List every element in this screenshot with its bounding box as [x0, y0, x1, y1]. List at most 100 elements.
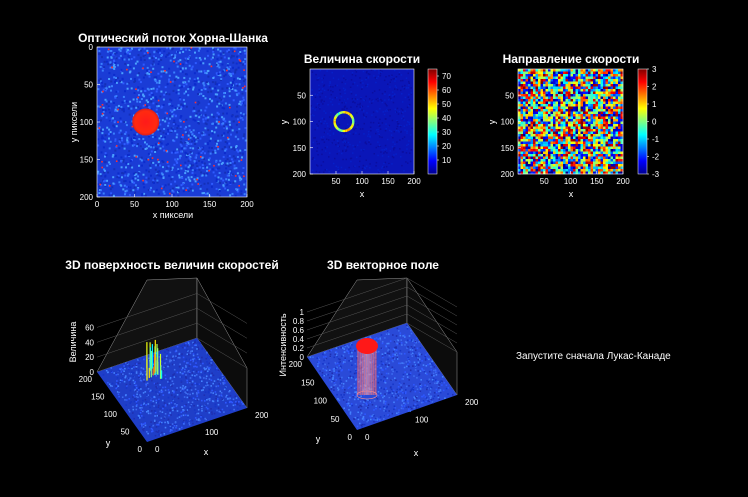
noise-cell: [535, 119, 539, 122]
noise-speck: [196, 393, 198, 395]
noise-cell: [605, 149, 609, 152]
noise-speck: [156, 414, 159, 417]
x-tick-label: 50: [540, 177, 549, 186]
noise-cell: [565, 96, 569, 100]
noise-cell: [540, 154, 544, 157]
noise-speck: [104, 134, 107, 137]
noise-speck: [128, 368, 130, 371]
noise-speck: [345, 149, 348, 151]
noise-cell: [525, 86, 529, 90]
noise-cell: [545, 99, 549, 102]
noise-speck: [356, 105, 358, 108]
noise-cell: [565, 84, 569, 87]
noise-speck: [331, 142, 333, 144]
noise-cell: [555, 119, 559, 122]
noise-speck: [143, 59, 146, 61]
noise-speck: [203, 386, 205, 389]
noise-speck: [164, 136, 166, 139]
noise-cell: [585, 116, 589, 120]
noise-cell: [608, 91, 611, 95]
noise-cell: [568, 169, 571, 172]
noise-cell: [595, 94, 599, 97]
noise-speck: [170, 131, 173, 133]
noise-speck: [146, 411, 148, 413]
x-tick-label: 150: [381, 177, 395, 186]
noise-speck: [315, 73, 317, 76]
noise-cell: [533, 99, 536, 102]
noise-speck: [182, 388, 185, 391]
noise-speck: [146, 72, 149, 75]
noise-speck: [235, 68, 238, 71]
noise-cell: [545, 91, 549, 95]
noise-cell: [588, 156, 591, 160]
noise-speck: [133, 92, 136, 94]
noise-speck: [198, 88, 201, 91]
noise-cell: [523, 91, 526, 95]
noise-cell: [565, 111, 569, 115]
noise-speck: [311, 158, 314, 160]
noise-cell: [535, 144, 539, 147]
noise-speck: [365, 159, 367, 161]
noise-cell: [563, 144, 566, 147]
noise-speck: [178, 51, 181, 54]
noise-speck: [228, 129, 231, 132]
noise-cell: [553, 109, 556, 112]
noise-speck: [173, 376, 176, 378]
noise-speck: [122, 107, 125, 110]
noise-speck: [156, 147, 159, 150]
noise-cell: [618, 76, 621, 80]
noise-speck: [123, 143, 126, 146]
noise-speck: [199, 375, 201, 378]
noise-speck: [205, 377, 207, 380]
noise-speck: [379, 170, 381, 173]
noise-cell: [605, 84, 609, 87]
noise-speck: [124, 192, 127, 194]
noise-speck: [383, 79, 386, 82]
noise-cell: [600, 131, 604, 135]
noise-cell: [578, 71, 581, 75]
noise-speck: [114, 52, 117, 55]
noise-speck: [234, 175, 237, 177]
noise-speck: [241, 115, 244, 118]
noise-speck: [100, 174, 103, 177]
noise-cell: [583, 134, 586, 137]
noise-speck: [375, 81, 377, 84]
noise-cell: [570, 169, 574, 172]
noise-cell: [525, 166, 529, 170]
y-axis-label: y пиксели: [69, 102, 79, 142]
noise-speck: [371, 92, 374, 94]
noise-cell: [575, 84, 579, 87]
noise-speck: [208, 133, 211, 136]
noise-cell: [593, 151, 596, 155]
noise-speck: [203, 114, 205, 117]
noise-speck: [221, 134, 224, 137]
noise-speck: [215, 126, 218, 129]
noise-speck: [225, 181, 228, 184]
noise-cell: [613, 146, 616, 150]
noise-speck: [165, 358, 168, 360]
noise-speck: [185, 73, 188, 76]
noise-speck: [229, 390, 231, 392]
noise-speck: [157, 63, 160, 65]
noise-cell: [560, 141, 564, 145]
noise-speck: [144, 53, 147, 56]
noise-cell: [520, 114, 524, 117]
colorbar-tick-label: -2: [652, 153, 660, 162]
noise-cell: [563, 126, 566, 130]
noise-cell: [583, 121, 586, 125]
noise-speck: [112, 176, 115, 179]
noise-speck: [216, 93, 219, 96]
noise-cell: [593, 144, 596, 147]
noise-speck: [221, 398, 224, 401]
noise-cell: [620, 124, 624, 127]
noise-cell: [615, 106, 619, 110]
noise-speck: [355, 127, 357, 130]
noise-cell: [613, 79, 616, 82]
noise-cell: [585, 89, 589, 92]
noise-speck: [140, 90, 143, 93]
noise-cell: [595, 156, 599, 160]
noise-speck: [123, 180, 126, 183]
noise-speck: [407, 72, 409, 75]
noise-speck: [185, 48, 187, 51]
